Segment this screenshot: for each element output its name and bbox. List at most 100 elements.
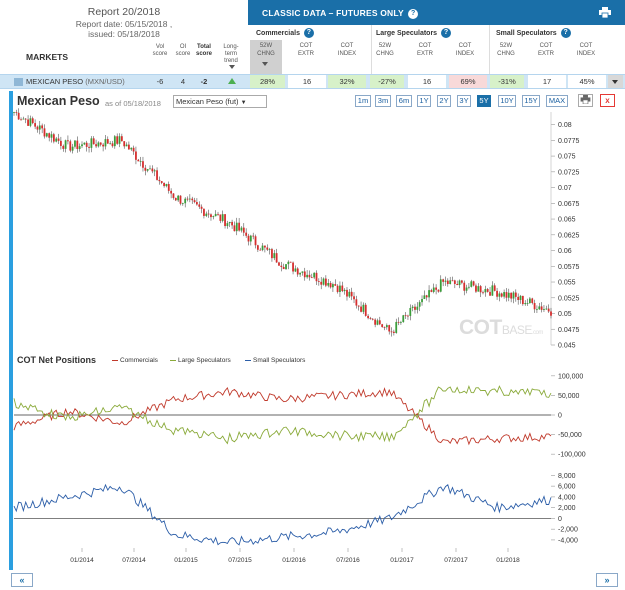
- total-score-head[interactable]: Total score: [195, 44, 212, 57]
- lrg-extr-head[interactable]: COT EXTR: [416, 43, 433, 57]
- market-row-mexican-peso[interactable]: MEXICAN PESO (MXN/USD) -6 4 -2 28% 16 32…: [0, 74, 625, 89]
- legend-commercials[interactable]: Commercials: [112, 357, 158, 364]
- lrg-index-head[interactable]: COT INDEX: [455, 43, 475, 57]
- candle-body: [256, 245, 259, 250]
- candle-body: [306, 274, 309, 278]
- candle-body: [465, 287, 468, 291]
- panel-left-bar: [9, 91, 13, 570]
- candle-body: [207, 213, 210, 215]
- range-button-10y[interactable]: 10Y: [498, 95, 516, 107]
- candle-body: [13, 112, 15, 113]
- small-help-icon[interactable]: ?: [560, 28, 571, 38]
- range-button-6m[interactable]: 6m: [396, 95, 412, 107]
- com-index-head[interactable]: COT INDEX: [337, 43, 357, 57]
- small-tick-label: 0: [558, 516, 562, 523]
- row-dropdown-button[interactable]: [608, 75, 623, 88]
- price-tick-label: 0.045: [558, 343, 576, 350]
- sort-desc-icon[interactable]: [262, 62, 268, 66]
- candle-body: [83, 142, 86, 145]
- candle-body: [118, 136, 121, 144]
- close-chart-button[interactable]: x: [600, 94, 615, 107]
- legend-small-speculators[interactable]: Small Speculators: [245, 357, 305, 364]
- range-button-3m[interactable]: 3m: [375, 95, 391, 107]
- candle-body: [233, 225, 236, 232]
- nav-prev-button[interactable]: «: [11, 573, 33, 587]
- candle-body: [395, 321, 398, 333]
- commercials-help-icon[interactable]: ?: [303, 28, 314, 38]
- range-button-5y[interactable]: 5Y: [477, 95, 491, 107]
- candle-body: [503, 292, 506, 297]
- date-tick-label: 01/2017: [390, 557, 414, 564]
- candle-body: [496, 290, 498, 297]
- sml-index-head[interactable]: COT INDEX: [576, 43, 596, 57]
- candle-body: [238, 222, 241, 231]
- legend-small-label[interactable]: Small Speculators: [253, 357, 306, 364]
- legend-swatch-small: [245, 359, 251, 362]
- com-chng-tab-active[interactable]: [250, 40, 282, 74]
- candle-body: [371, 318, 374, 320]
- range-button-15y[interactable]: 15Y: [522, 95, 540, 107]
- date-tick-label: 07/2016: [336, 557, 360, 564]
- trend-sort-icon[interactable]: [229, 65, 235, 69]
- market-name[interactable]: MEXICAN PESO (MXN/USD): [26, 77, 125, 86]
- candle-body: [411, 306, 414, 308]
- range-button-3y[interactable]: 3Y: [457, 95, 471, 107]
- candle-body: [533, 302, 536, 310]
- candle-body: [350, 291, 353, 297]
- cotbase-watermark: COTBASE.com: [459, 316, 543, 340]
- range-button-max[interactable]: MAX: [546, 95, 568, 107]
- vol-score-head[interactable]: Vol score: [152, 44, 168, 57]
- range-button-2y[interactable]: 2Y: [437, 95, 451, 107]
- range-button-1y[interactable]: 1Y: [417, 95, 431, 107]
- range-button-1m[interactable]: 1m: [355, 95, 371, 107]
- print-icon[interactable]: [599, 7, 611, 18]
- candle-body: [517, 296, 520, 301]
- small-tick-label: -2,000: [558, 527, 578, 534]
- market-name-text[interactable]: MEXICAN PESO: [26, 77, 84, 86]
- candle-body: [287, 261, 290, 265]
- candle-body: [477, 286, 480, 292]
- group-divider: [489, 25, 490, 74]
- candle-body: [52, 134, 55, 142]
- candle-body: [437, 289, 440, 292]
- market-select[interactable]: Mexican Peso (fut) ▼: [173, 95, 267, 108]
- candle-body: [116, 136, 119, 144]
- sml-index-value: 45%: [579, 77, 595, 86]
- candle-body: [512, 292, 515, 299]
- candle-body: [228, 221, 231, 224]
- oi-score-head[interactable]: OI score: [175, 44, 191, 57]
- large-help-icon[interactable]: ?: [441, 28, 452, 38]
- candle-body: [62, 145, 65, 149]
- long-term-trend-head[interactable]: Long-term trend: [223, 44, 239, 64]
- candle-body: [458, 280, 461, 286]
- lrg-chng-head[interactable]: 52W CHNG: [376, 43, 394, 57]
- candle-body: [292, 262, 294, 272]
- legend-large-speculators[interactable]: Large Speculators: [170, 357, 231, 364]
- sml-extr-head[interactable]: COT EXTR: [537, 43, 554, 57]
- candle-body: [231, 221, 233, 226]
- legend-large-label[interactable]: Large Speculators: [178, 357, 231, 364]
- market-chart-icon[interactable]: [14, 78, 23, 86]
- candle-body: [217, 213, 219, 215]
- sml-chng-head[interactable]: 52W CHNG: [497, 43, 515, 57]
- com-extr-head[interactable]: COT EXTR: [297, 43, 314, 57]
- candle-body: [313, 272, 316, 278]
- candle-body: [123, 141, 126, 147]
- candle-body: [120, 136, 123, 142]
- classic-data-title-text: CLASSIC DATA – FUTURES ONLY: [262, 8, 404, 18]
- candle-body: [186, 198, 189, 200]
- legend-commercials-label[interactable]: Commercials: [120, 357, 158, 364]
- market-select-value[interactable]: Mexican Peso (fut): [176, 97, 239, 106]
- help-icon[interactable]: ?: [408, 8, 419, 19]
- candle-body: [547, 308, 550, 312]
- select-caret-icon[interactable]: ▼: [240, 100, 247, 106]
- nav-next-button[interactable]: »: [596, 573, 618, 587]
- price-tick-label: 0.0725: [558, 169, 580, 176]
- cot-tick-label: -100,000: [558, 452, 586, 459]
- lrg-index-bg: [449, 75, 487, 88]
- candle-body: [423, 295, 426, 300]
- chart-title: Mexican Peso: [17, 94, 100, 108]
- com-chng-head[interactable]: 52W CHNG: [257, 43, 275, 57]
- print-chart-button[interactable]: [578, 94, 593, 107]
